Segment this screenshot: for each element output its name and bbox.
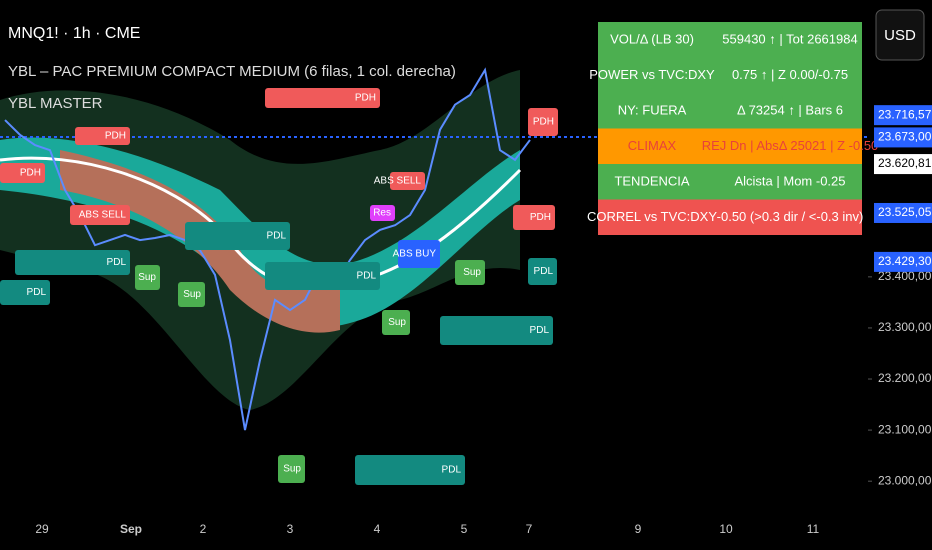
x-tick-label: 7 <box>526 522 533 536</box>
annotation-label: Sup <box>183 289 201 300</box>
price-label: 23.429,30 <box>878 254 932 268</box>
annotation-label: Sup <box>138 272 156 283</box>
price-axis: 23.000,00 23.100,00 23.200,00 23.300,00 23.4… <box>35 105 932 536</box>
x-tick-label: 5 <box>461 522 468 536</box>
x-tick-label: Sep <box>120 522 142 536</box>
annotation-label: PDL <box>267 231 287 242</box>
price-label-box <box>874 202 932 223</box>
row-label: VOL/Δ (LB 30) <box>610 31 694 46</box>
annotations: PDH PDH PDH PDH PDH PDL PDL PDL PDL PDL PDL PDL Sup S… <box>0 88 558 485</box>
row-value: Δ 73254 ↑ | Bars 6 <box>737 102 843 117</box>
indicator-name: YBL MASTER <box>8 95 103 112</box>
annotation-box <box>440 316 553 345</box>
x-tick-label: 2 <box>200 522 207 536</box>
row-value: Alcista | Mom -0.25 <box>734 173 845 188</box>
price-label: 23.525,05 <box>878 205 932 219</box>
x-tick-label: 9 <box>635 522 642 536</box>
y-tick-label: 23.200,00 <box>878 371 932 385</box>
info-table: VOL/Δ (LB 30) 559430 ↑ | Tot 2661984 POWER… <box>587 22 878 235</box>
annotation-label: ABS SELL <box>374 176 422 187</box>
annotation-label: Sup <box>388 317 406 328</box>
annotation-box <box>513 205 555 230</box>
symbol: MNQ1! · 1h · CME <box>8 25 140 42</box>
annotation-box <box>528 108 558 136</box>
annotation-box <box>390 172 425 190</box>
annotation-label: PDH <box>530 212 551 223</box>
table-row <box>598 164 862 200</box>
y-tick-label: 23.300,00 <box>878 320 932 334</box>
row-label: CORREL vs TVC:DXY <box>587 209 717 224</box>
annotation-box <box>0 280 50 305</box>
annotation-label: PDL <box>107 257 127 268</box>
row-value: 559430 ↑ | Tot 2661984 <box>722 31 857 46</box>
annotation-box <box>75 127 130 145</box>
x-tick-label: 4 <box>374 522 381 536</box>
chart-marks <box>4 67 531 431</box>
annotation-box <box>265 262 380 290</box>
annotation-box <box>70 205 130 225</box>
price-label: 23.673,00 <box>878 130 932 144</box>
x-tick-label: 3 <box>287 522 294 536</box>
annotation-label: PDL <box>442 465 462 476</box>
price-line-series <box>4 67 531 431</box>
annotation-label: Sup <box>463 267 481 278</box>
currency-button[interactable] <box>875 9 925 61</box>
annotation-label: PDH <box>533 117 554 128</box>
indicator-name: YBL – PAC PREMIUM COMPACT MEDIUM (6 fila… <box>8 63 456 80</box>
row-label: CLIMAX <box>628 138 677 153</box>
annotation-box <box>265 88 380 108</box>
price-label-box <box>874 154 932 175</box>
annotation-label: PDL <box>534 266 554 277</box>
annotation-box <box>355 455 465 485</box>
x-tick-label: 29 <box>35 522 49 536</box>
price-label-box <box>874 251 932 272</box>
price-label-box <box>874 105 932 126</box>
row-label: POWER vs TVC:DXY <box>589 67 715 82</box>
annotation-box <box>185 222 290 250</box>
annotation-label: ABS SELL <box>79 210 127 221</box>
annotation-label: PDH <box>355 93 376 104</box>
annotation-box <box>398 240 440 268</box>
row-label: TENDENCIA <box>614 173 689 188</box>
table-row <box>598 57 862 93</box>
annotation-box <box>370 205 395 221</box>
table-row <box>598 22 862 58</box>
x-tick-label: 10 <box>719 522 733 536</box>
table-row <box>598 93 862 129</box>
annotation-label: PDH <box>105 131 126 142</box>
row-value: -0.50 (>0.3 dir / <-0.3 inv) <box>717 209 864 224</box>
annotation-box <box>0 163 45 183</box>
annotation-label: Sup <box>283 464 301 475</box>
y-tick-label: 23.400,00 <box>878 269 932 283</box>
annotation-label: ABS BUY <box>393 249 437 260</box>
annotation-label: PDL <box>27 287 47 298</box>
annotation-box <box>455 260 485 285</box>
annotation-box <box>135 265 160 290</box>
price-label: 23.716,57 <box>878 107 932 121</box>
table-row <box>598 128 862 164</box>
price-label-box <box>874 127 932 148</box>
annotation-box <box>178 282 205 307</box>
row-label: NY: FUERA <box>618 102 687 117</box>
annotation-box <box>528 258 557 285</box>
annotation-box <box>382 310 410 335</box>
table-row <box>598 199 862 235</box>
annotation-label: PDL <box>357 271 377 282</box>
annotation-box <box>278 455 305 483</box>
y-tick-label: 23.100,00 <box>878 422 932 436</box>
annotation-label: PDL <box>530 325 550 336</box>
price-label: 23.620,81 <box>878 156 932 170</box>
annotation-label: PDH <box>20 168 41 179</box>
row-value: REJ Dn | AbsΔ 25021 | Z -0.50 <box>702 138 879 153</box>
currency-label[interactable]: USD <box>884 27 916 44</box>
x-tick-label: 11 <box>807 522 820 536</box>
row-value: 0.75 ↑ | Z 0.00/-0.75 <box>732 67 848 82</box>
y-tick-label: 23.000,00 <box>878 473 932 487</box>
annotation-label: Res <box>373 208 391 219</box>
annotation-box <box>15 250 130 275</box>
